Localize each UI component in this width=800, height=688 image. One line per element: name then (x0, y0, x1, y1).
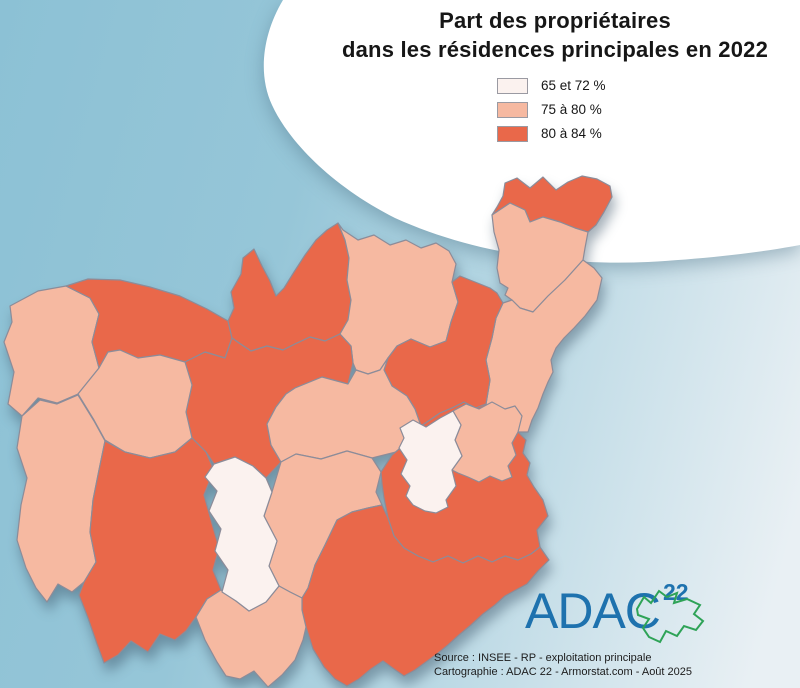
legend: 65 et 72 % 75 à 80 % 80 à 84 % (497, 77, 606, 149)
map-region-north-capes-orange (227, 222, 352, 352)
title-ellipse-background (263, 0, 800, 263)
legend-label-class2: 75 à 80 % (541, 102, 602, 117)
adac-logo: ADAC 22 (525, 579, 705, 644)
credits-cartography: Cartographie : ADAC 22 - Armorstat.com -… (434, 666, 693, 678)
map-region-east-white (398, 410, 463, 514)
map-region-southwest-orange (78, 437, 222, 664)
map-title: Part des propriétaires dans les résidenc… (245, 6, 800, 64)
legend-label-class3: 80 à 84 % (541, 126, 602, 141)
map-title-line1: Part des propriétaires (439, 8, 671, 33)
legend-label-class1: 65 et 72 % (541, 78, 606, 93)
credits-source: Source : INSEE - RP - exploitation princ… (434, 652, 652, 664)
legend-swatch-class3 (497, 125, 528, 142)
map-region-southeast-orange-lower (301, 504, 550, 687)
legend-row: 65 et 72 % (497, 77, 606, 94)
adac-logo-departement-outline-icon (635, 589, 705, 644)
credits: Source : INSEE - RP - exploitation princ… (434, 651, 692, 679)
legend-row: 80 à 84 % (497, 125, 606, 142)
adac-logo-number: 22 (663, 579, 689, 605)
legend-swatch-class1 (497, 77, 528, 94)
map-region-east-coast-salmon (485, 259, 603, 433)
legend-swatch-class2 (497, 101, 528, 118)
map-title-line2: dans les résidences principales en 2022 (341, 37, 769, 62)
legend-row: 75 à 80 % (497, 101, 606, 118)
map-regions-group (3, 175, 613, 688)
map-region-center-white (204, 456, 280, 612)
adac-logo-text: ADAC (525, 583, 660, 639)
